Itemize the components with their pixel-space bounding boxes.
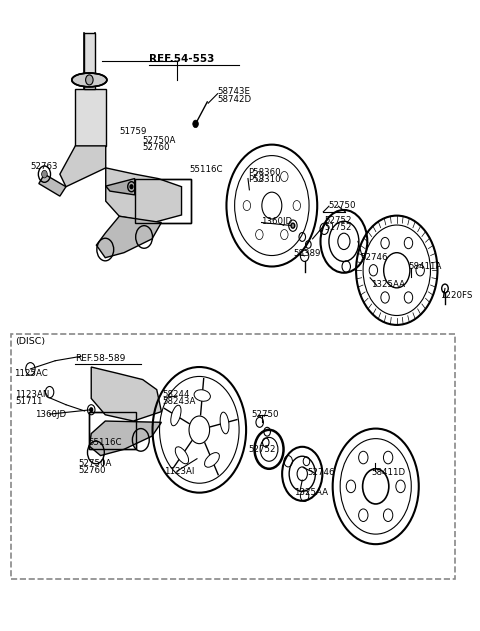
Ellipse shape [72, 73, 107, 87]
Text: P58360: P58360 [248, 168, 281, 177]
Text: 1325AA: 1325AA [371, 280, 405, 288]
Ellipse shape [220, 412, 229, 433]
Text: 52746: 52746 [361, 253, 388, 262]
Text: 52752: 52752 [324, 216, 352, 225]
Text: 58244: 58244 [163, 390, 190, 399]
Text: 58742D: 58742D [217, 95, 252, 104]
Circle shape [90, 408, 93, 411]
Ellipse shape [175, 447, 189, 464]
Text: 51711: 51711 [15, 397, 43, 406]
Polygon shape [39, 174, 66, 196]
Polygon shape [91, 367, 161, 421]
Bar [135, 179, 191, 223]
Bar [84, 33, 95, 90]
Polygon shape [96, 216, 161, 257]
Text: 55116C: 55116C [88, 438, 121, 447]
Polygon shape [60, 146, 106, 187]
Ellipse shape [194, 390, 210, 401]
Text: (DISC): (DISC) [15, 338, 46, 346]
Text: 55116C: 55116C [190, 165, 223, 174]
Text: 52750: 52750 [252, 410, 279, 418]
Ellipse shape [204, 452, 219, 467]
Text: 52760: 52760 [79, 466, 106, 475]
Text: 58411A: 58411A [408, 262, 442, 271]
Text: 1123AN: 1123AN [15, 390, 50, 399]
Text: 58243A: 58243A [163, 397, 196, 406]
Bar [11, 334, 455, 579]
Circle shape [130, 185, 133, 189]
Text: 58389: 58389 [293, 249, 320, 258]
Bar [89, 412, 136, 449]
Text: 51752: 51752 [324, 223, 352, 232]
Text: 1360JD: 1360JD [35, 410, 66, 418]
Text: 52750A: 52750A [143, 136, 176, 145]
Text: REF.58-589: REF.58-589 [75, 354, 125, 363]
Text: 58743E: 58743E [217, 87, 251, 97]
Text: P58310: P58310 [248, 175, 281, 184]
Circle shape [85, 75, 93, 85]
Text: 52750: 52750 [328, 201, 356, 210]
Text: 1360JD: 1360JD [261, 217, 292, 226]
Text: 52750A: 52750A [79, 459, 112, 468]
Bar [135, 179, 191, 223]
Text: 1125AC: 1125AC [13, 369, 48, 378]
Circle shape [193, 120, 198, 127]
Circle shape [291, 223, 295, 228]
Text: 52763: 52763 [30, 162, 58, 171]
Polygon shape [89, 421, 161, 456]
Circle shape [42, 170, 47, 178]
Text: 51759: 51759 [120, 127, 147, 136]
Text: 1325AA: 1325AA [294, 488, 328, 497]
Text: 52752: 52752 [248, 445, 276, 454]
Polygon shape [106, 179, 135, 195]
Text: 1220FS: 1220FS [440, 291, 473, 300]
Text: 52760: 52760 [143, 143, 170, 152]
Text: 58411D: 58411D [371, 468, 405, 477]
Text: 52746: 52746 [308, 468, 336, 477]
Bar [89, 412, 136, 449]
Bar [75, 90, 106, 146]
Text: REF.54-553: REF.54-553 [149, 54, 214, 64]
Polygon shape [106, 168, 181, 223]
Text: 1123AI: 1123AI [164, 467, 194, 476]
Ellipse shape [171, 405, 181, 426]
